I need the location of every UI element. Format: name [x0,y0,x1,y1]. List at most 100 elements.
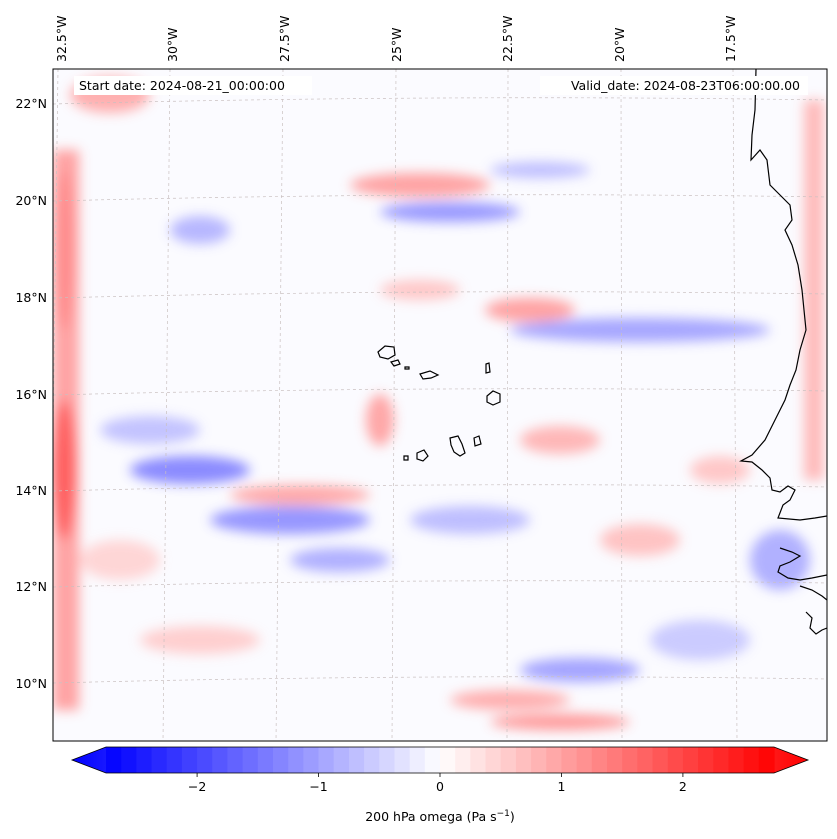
colorbar-label-main: 200 hPa omega (Pa s [365,809,496,824]
colorbar-step [151,747,168,773]
meridian-17.5w [732,69,738,741]
colorbar-step [500,747,517,773]
boa-vista-island [486,390,501,406]
valid-date-label: Valid_date: 2024-08-23T06:00:00.00 [571,78,800,93]
colorbar-step [758,747,775,773]
colorbar-tick-label: 2 [679,779,687,794]
start-date-label: Start date: 2024-08-21_00:00:00 [79,78,285,93]
se-red-patch-2 [600,524,680,556]
colorbar-tick-label: 0 [436,779,444,794]
colorbar: −2 −1 0 1 2 200 hPa omega (Pa s−1) [70,746,810,824]
colorbar-step [379,747,396,773]
parallel-12n [53,580,827,588]
meridian-27.5w [275,69,284,741]
colorbar-label: 200 hPa omega (Pa s−1) [365,809,515,824]
w-blue-patch [100,416,200,444]
parallel-18n [53,291,827,299]
sw-red-band [230,485,370,505]
map-panel: Start date: 2024-08-21_00:00:00 Valid_da… [15,16,828,742]
lat-tick-label: 18°N [15,290,47,305]
lon-tick-label: 17.5°W [723,16,738,62]
colorbar-ticks: −2 −1 0 1 2 [188,773,687,794]
colorbar-step [181,747,198,773]
meridian-25w [391,69,397,741]
santa-luzia-island [404,366,410,370]
fogo-island [416,449,429,462]
colorbar-step [242,747,259,773]
colorbar-step [561,747,578,773]
lon-tick-label: 32.5°W [54,16,69,62]
parallel-10n [53,676,827,684]
colorbar-step [455,747,471,773]
parallel-16n [53,388,827,396]
north-blue-streak [490,162,590,178]
sw-blue-core [130,456,250,484]
north-blue-band [380,202,520,222]
coastlines [377,69,827,635]
central-red-patch [380,280,460,300]
colorbar-step [622,747,638,773]
colorbar-tick-label: −1 [309,779,327,794]
senegal-gambia-coast [777,547,827,581]
longitude-ticks: 32.5°W 30°W 27.5°W 25°W 22.5°W 20°W 17.5… [54,16,738,62]
sw-red-patch-2 [140,626,260,654]
colorbar-step [713,747,730,773]
north-red-band [350,173,490,197]
gridlines [53,69,827,741]
sw-blue-band [210,506,370,534]
colorbar-step [440,747,456,773]
colorbar-step [652,747,669,773]
lat-tick-label: 22°N [15,96,47,111]
colorbar-step [682,747,699,773]
lat-tick-label: 20°N [15,193,47,208]
colorbar-tick-label: −2 [188,779,206,794]
sal-island [485,362,491,374]
parallel-14n [53,484,827,492]
colorbar-tick-label: 1 [557,779,565,794]
colorbar-step [212,747,229,773]
south-red-band [450,690,570,710]
sw-blue-tail [290,548,390,572]
valid-date-box [540,76,808,95]
colorbar-step [318,747,335,773]
lon-tick-label: 22.5°W [500,16,515,62]
colorbar-step [348,747,365,773]
lon-tick-label: 30°W [165,27,180,62]
meridian-22.5w [506,69,509,741]
colorbar-step [197,747,213,773]
w-red-patch [80,540,160,580]
colorbar-steps [106,747,775,773]
sao-nicolau-island [419,370,440,380]
colorbar-step [531,747,547,773]
colorbar-step [470,747,487,773]
colorbar-step [136,747,153,773]
colorbar-step [166,747,183,773]
colorbar-step [394,747,411,773]
colorbar-step [273,747,289,773]
parallel-20n [53,194,827,202]
start-date-box [74,76,312,95]
lat-tick-label: 12°N [15,579,47,594]
central-red-streak [485,298,575,322]
west-band-core [53,400,76,540]
maio-island [473,435,482,447]
colorbar-step [667,747,684,773]
lat-tick-label: 16°N [15,387,47,402]
santo-antao-island [377,345,396,360]
meridian-30w [162,69,171,741]
parallel-22n [53,97,827,105]
lon-tick-label: 20°W [612,27,627,62]
brava-island [403,455,409,461]
east-boundary-band [804,100,824,480]
map-frame [52,68,828,742]
cv-red-patch [366,394,394,446]
lat-tick-label: 10°N [15,676,47,691]
colorbar-step [333,747,350,773]
colorbar-step [303,747,320,773]
colorbar-step [591,747,608,773]
colorbar-step [607,747,623,773]
colorbar-step [121,747,137,773]
colorbar-outline [70,746,810,774]
colorbar-step [515,747,532,773]
colorbar-step [288,747,304,773]
